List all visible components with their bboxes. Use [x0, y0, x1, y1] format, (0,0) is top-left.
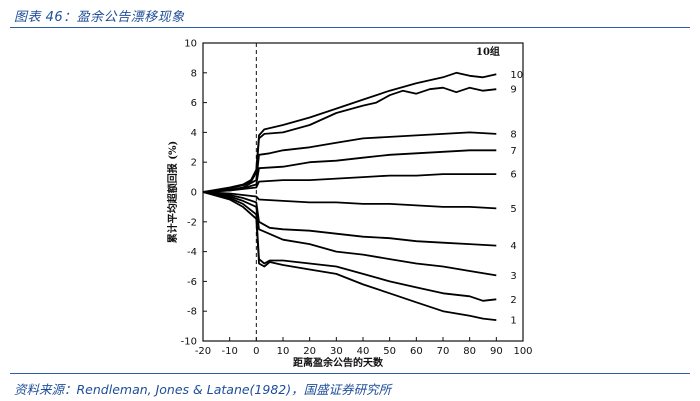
series-line-1 — [202, 191, 497, 321]
series-line-3 — [202, 191, 497, 277]
y-tick-label: -8 — [187, 307, 197, 318]
series-line-5 — [202, 191, 497, 210]
series-line-6 — [202, 173, 497, 193]
y-tick-label: 2 — [191, 158, 197, 169]
x-tick-label: 40 — [357, 346, 370, 357]
figure-source: 资料来源：Rendleman, Jones & Latane(1982)，国盛证… — [14, 382, 392, 397]
x-tick-label: 50 — [383, 346, 396, 357]
y-tick-label: 6 — [191, 98, 197, 109]
y-tick-label: -6 — [187, 277, 197, 288]
y-tick-label: 10 — [184, 39, 197, 50]
x-tick-label: -10 — [221, 346, 237, 357]
legend-title: 10组 — [476, 45, 500, 58]
series-label-6: 6 — [510, 170, 516, 181]
series-label-10: 10 — [510, 70, 523, 81]
series-label-1: 1 — [510, 316, 516, 327]
plot-frame — [202, 42, 524, 342]
series-label-5: 5 — [510, 204, 516, 215]
y-tick-label: -2 — [187, 217, 197, 228]
x-tick-label: 60 — [410, 346, 423, 357]
series-line-2 — [202, 191, 497, 302]
y-tick-label: 4 — [191, 128, 197, 139]
y-tick-label: 8 — [191, 68, 197, 79]
x-tick-label: 80 — [463, 346, 476, 357]
x-tick-label: 0 — [253, 346, 259, 357]
x-tick-label: 30 — [330, 346, 343, 357]
y-tick-label: 0 — [191, 188, 197, 199]
x-tick-label: 10 — [277, 346, 290, 357]
series-label-2: 2 — [510, 295, 516, 306]
series-line-8 — [202, 131, 497, 193]
series-line-9 — [202, 86, 497, 193]
series-label-8: 8 — [510, 129, 516, 140]
x-tick-label: 100 — [513, 346, 532, 357]
series-label-4: 4 — [510, 241, 516, 252]
series-label-3: 3 — [510, 271, 516, 282]
y-axis-label: 累计平均超额回报 (%) — [166, 141, 179, 243]
y-tick-label: -4 — [187, 247, 197, 258]
chart-series: 10 9 8 7 6 5 4 3 2 1 — [202, 70, 523, 327]
series-line-4 — [202, 191, 497, 247]
bottom-divider — [10, 373, 690, 374]
x-tick-label: 70 — [437, 346, 450, 357]
x-tick-label: 20 — [303, 346, 316, 357]
y-tick-label: -10 — [181, 337, 197, 348]
series-label-9: 9 — [510, 85, 516, 96]
x-tick-label: -20 — [195, 346, 211, 357]
x-tick-label: 90 — [490, 346, 503, 357]
figure-title: 图表 46：盈余公告漂移现象 — [14, 10, 185, 25]
top-divider — [10, 27, 690, 28]
series-label-7: 7 — [510, 146, 516, 157]
series-line-7 — [202, 149, 497, 193]
x-axis-label: 距离盈余公告的天数 — [293, 356, 384, 369]
